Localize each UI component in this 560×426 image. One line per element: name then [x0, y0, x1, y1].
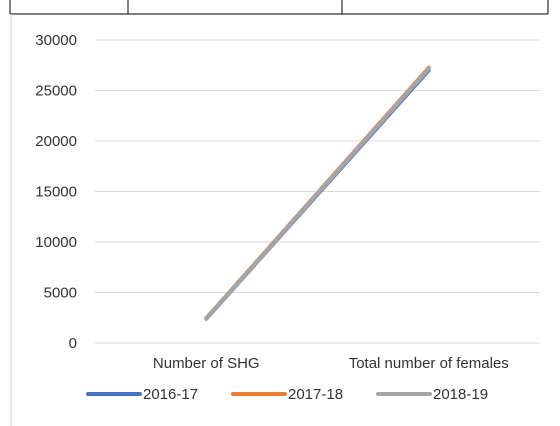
y-tick-label: 15000 [35, 184, 77, 201]
legend-label: 2017-18 [288, 386, 343, 403]
legend-label: 2018-19 [433, 386, 488, 403]
y-tick-label: 10000 [35, 234, 77, 251]
y-tick-label: 5000 [44, 285, 77, 302]
y-tick-label: 25000 [35, 83, 77, 100]
legend: 2016-17 2017-18 2018-19 [86, 386, 488, 403]
x-tick-label: Number of SHG [153, 355, 260, 372]
table-border-fragment [9, 0, 549, 426]
legend-label: 2016-17 [143, 386, 198, 403]
y-axis-ticks: 0 5000 10000 15000 20000 25000 30000 [35, 32, 77, 352]
series-lines [204, 65, 431, 321]
series-line-2018-19 [204, 66, 431, 321]
x-tick-label: Total number of females [349, 355, 509, 372]
y-tick-label: 20000 [35, 133, 77, 150]
y-tick-label: 0 [69, 335, 77, 352]
gridlines [95, 39, 540, 344]
y-tick-label: 30000 [35, 32, 77, 49]
x-axis-ticks: Number of SHG Total number of females [153, 355, 509, 372]
